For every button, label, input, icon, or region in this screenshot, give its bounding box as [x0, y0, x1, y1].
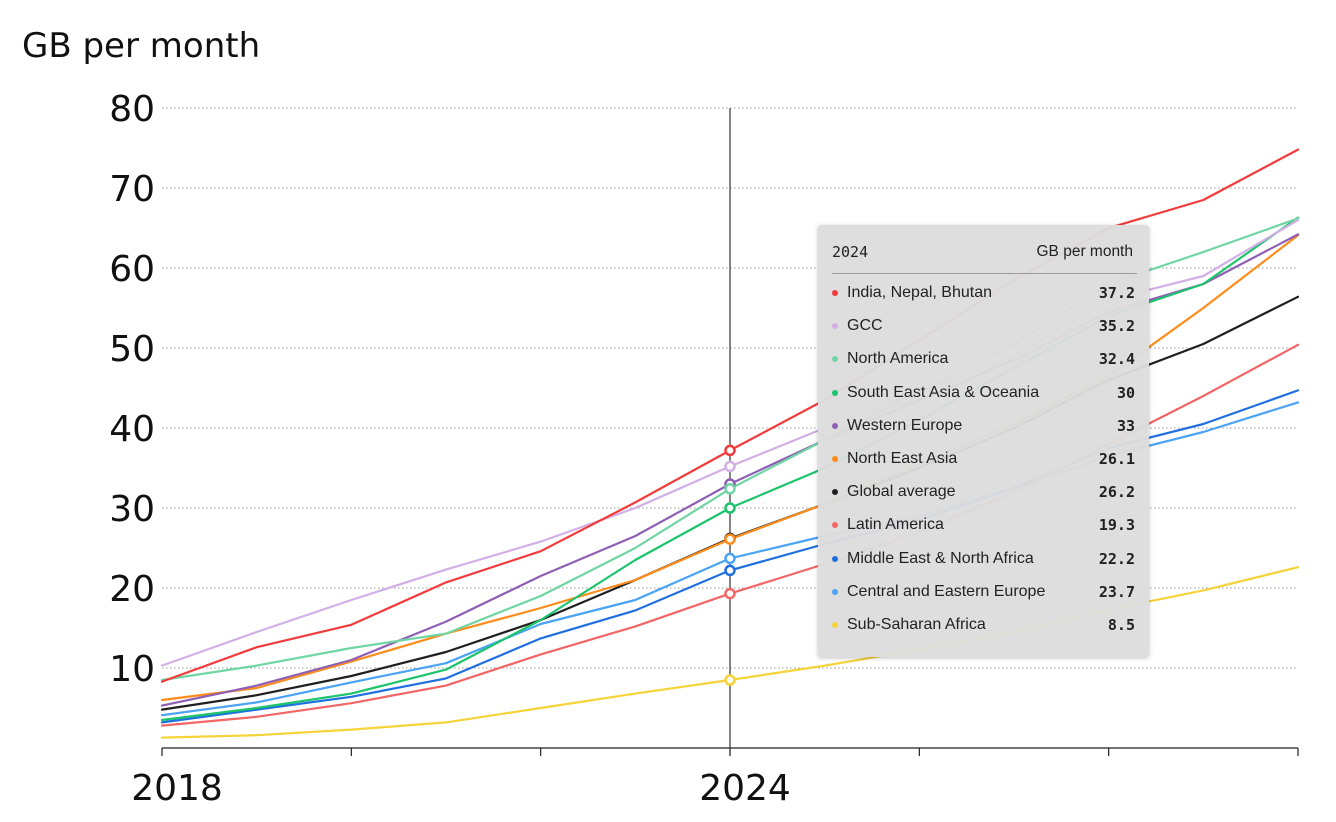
tooltip-row: South East Asia & Oceania 30: [830, 384, 1135, 417]
tooltip-row: GCC 35.2: [830, 317, 1135, 350]
legend-dot-icon: [832, 621, 838, 628]
tooltip-series-value: 37.2: [1098, 284, 1135, 302]
legend-dot-icon: [832, 455, 838, 462]
tooltip-series-name: Middle East & North Africa: [847, 549, 1034, 567]
legend-dot-icon: [832, 389, 838, 396]
tooltip-series-name: Global average: [847, 483, 956, 501]
legend-dot-icon: [832, 489, 838, 496]
tooltip-row: North East Asia 26.1: [830, 450, 1135, 483]
tooltip-row: Global average 26.2: [830, 483, 1135, 516]
legend-dot-icon: [832, 588, 838, 595]
tooltip-series-value: 30: [1116, 383, 1135, 402]
tooltip-series-value: 23.7: [1098, 582, 1135, 601]
y-axis-ticks: 80 70 60 50 40 30 20 10: [109, 89, 155, 690]
tooltip-series-value: 22.2: [1098, 549, 1135, 568]
series-marker: [724, 587, 736, 600]
series-marker: [724, 533, 736, 545]
series-marker: [724, 564, 736, 577]
highlight-markers: [724, 444, 736, 686]
tooltip-row: North America 32.4: [830, 350, 1135, 383]
tooltip-series-name: Latin America: [847, 516, 944, 534]
legend-dot-icon: [832, 522, 838, 529]
tooltip-series-name: South East Asia & Oceania: [847, 383, 1040, 401]
y-tick-label: 50: [109, 329, 155, 370]
tooltip-series-value: 8.5: [1107, 615, 1135, 634]
tooltip-series-name: GCC: [847, 317, 883, 335]
y-tick-label: 60: [109, 249, 155, 290]
series-marker: [724, 460, 736, 473]
y-axis-unit-label: GB per month: [22, 26, 260, 66]
series-marker: [724, 502, 736, 514]
tooltip-series-name: North East Asia: [847, 449, 958, 467]
tooltip-series-name: Sub-Saharan Africa: [847, 615, 986, 633]
tooltip-series-value: 26.2: [1098, 483, 1135, 502]
series-marker: [724, 444, 736, 457]
tooltip-series-value: 33: [1116, 416, 1135, 435]
tooltip-series-name: Western Europe: [847, 416, 963, 434]
legend-dot-icon: [832, 555, 838, 562]
tooltip-series-value: 19.3: [1098, 516, 1135, 535]
x-tick-label: 2024: [699, 768, 791, 809]
y-tick-label: 80: [109, 89, 155, 130]
tooltip-series-name: India, Nepal, Bhutan: [847, 284, 992, 301]
tooltip-series-value: 26.1: [1098, 449, 1135, 468]
tooltip-series-name: North America: [847, 350, 949, 368]
tooltip-rows: India, Nepal, Bhutan 37.2 GCC 35.2 North Ame…: [830, 284, 1135, 649]
legend-dot-icon: [832, 323, 838, 330]
hover-tooltip: 2024 GB per month India, Nepal, Bhutan 37…: [818, 225, 1149, 657]
y-tick-label: 30: [109, 489, 155, 530]
legend-dot-icon: [832, 356, 838, 363]
legend-dot-icon: [832, 290, 838, 296]
tooltip-row: India, Nepal, Bhutan 37.2: [830, 284, 1135, 317]
tooltip-row: Latin America 19.3: [830, 516, 1135, 549]
tooltip-row: Sub-Saharan Africa 8.5: [830, 616, 1135, 649]
y-tick-label: 70: [109, 169, 155, 210]
legend-dot-icon: [832, 422, 838, 429]
y-tick-label: 10: [109, 649, 155, 690]
tooltip-row: Western Europe 33: [830, 417, 1135, 450]
series-marker: [724, 552, 736, 565]
x-axis: 2018 2024: [131, 108, 1299, 809]
x-tick-label: 2018: [131, 768, 223, 809]
y-tick-label: 20: [109, 569, 155, 610]
tooltip-unit: GB per month: [1036, 243, 1134, 260]
tooltip-row: Central and Eastern Europe 23.7: [830, 583, 1135, 616]
tooltip-series-value: 35.2: [1098, 317, 1135, 336]
y-tick-label: 40: [109, 409, 155, 450]
tooltip-year: 2024: [832, 243, 869, 261]
tooltip-header: 2024 GB per month: [832, 243, 1137, 274]
series-marker: [724, 674, 736, 686]
tooltip-series-name: Central and Eastern Europe: [847, 582, 1046, 600]
tooltip-series-value: 32.4: [1098, 350, 1135, 369]
tooltip-row: Middle East & North Africa 22.2: [830, 550, 1135, 583]
series-marker: [724, 483, 736, 495]
